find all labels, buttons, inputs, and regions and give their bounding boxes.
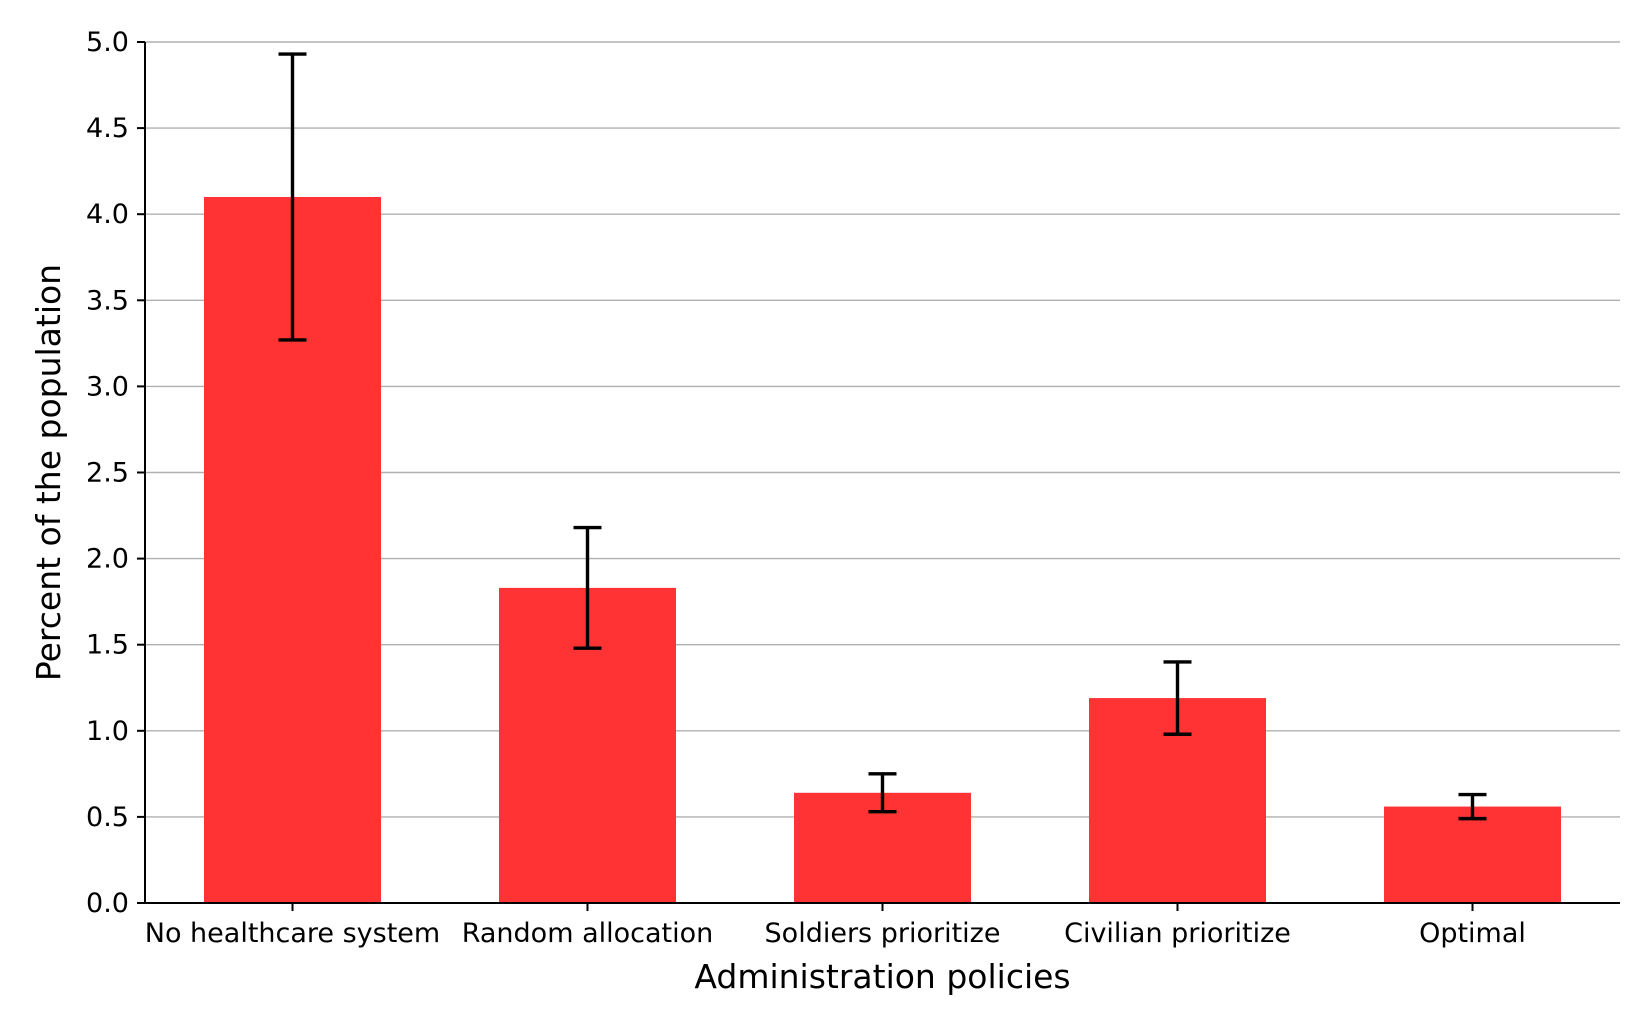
y-tick-label: 2.5 bbox=[86, 458, 129, 489]
y-tick-label: 4.5 bbox=[86, 113, 129, 144]
y-axis-title: Percent of the population bbox=[29, 264, 68, 681]
y-tick-label: 1.0 bbox=[86, 716, 129, 747]
error-bars bbox=[278, 52, 1487, 821]
y-tick-label: 3.0 bbox=[86, 371, 129, 402]
gridlines bbox=[145, 41, 1620, 818]
y-tick-label: 4.0 bbox=[86, 199, 129, 230]
x-tick-label: No healthcare system bbox=[145, 918, 440, 949]
x-tick-label: Civilian prioritize bbox=[1064, 918, 1291, 949]
y-tick-label: 3.5 bbox=[86, 285, 129, 316]
x-axis-title: Administration policies bbox=[694, 957, 1070, 996]
y-tick-label: 0.0 bbox=[86, 888, 129, 919]
bar bbox=[1384, 806, 1561, 903]
x-tick-label: Soldiers prioritize bbox=[765, 918, 1001, 949]
y-tick-label: 2.0 bbox=[86, 544, 129, 575]
y-tick-label: 5.0 bbox=[86, 27, 129, 58]
y-tick-label: 0.5 bbox=[86, 802, 129, 833]
x-ticks: No healthcare system Random allocation Sol… bbox=[145, 903, 1526, 949]
y-tick-label: 1.5 bbox=[86, 630, 129, 661]
y-ticks: 0.0 0.5 1.0 1.5 2.0 2.5 3.0 3.5 4.0 4.5 5.0 bbox=[86, 27, 145, 919]
x-tick-label: Random allocation bbox=[462, 918, 714, 949]
x-tick-label: Optimal bbox=[1419, 918, 1526, 949]
